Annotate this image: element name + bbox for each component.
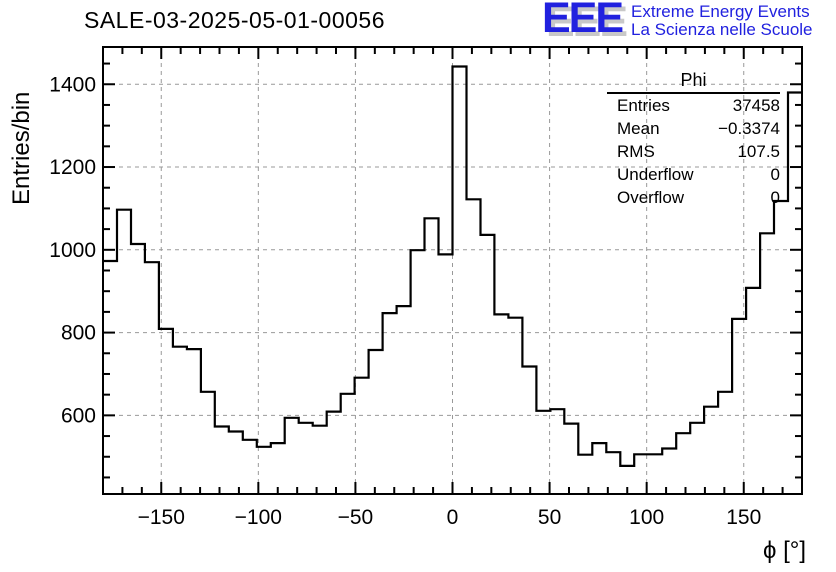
eee-logo-line1: Extreme Energy Events <box>631 2 810 21</box>
stats-value: 0 <box>770 165 780 184</box>
x-tick-label: −150 <box>138 506 185 529</box>
stats-value: 107.5 <box>737 142 780 161</box>
stats-divider <box>607 92 780 94</box>
stats-row-underflow: Underflow 0 <box>607 163 780 186</box>
eee-logo-acronym: EEE <box>542 0 624 42</box>
y-tick-label: 600 <box>61 404 96 427</box>
y-tick-label: 800 <box>61 322 96 345</box>
y-tick-label: 1200 <box>49 156 96 179</box>
x-tick-label: −50 <box>338 506 374 529</box>
stats-row-entries: Entries 37458 <box>607 94 780 117</box>
stats-label: Entries <box>617 96 670 115</box>
eee-logo: EEE Extreme Energy Events La Scienza nel… <box>542 0 813 42</box>
y-axis-title: Entries/bin <box>8 91 35 205</box>
plot-title: SALE-03-2025-05-01-00056 <box>84 7 385 33</box>
stats-value: 0 <box>770 188 780 207</box>
stats-row-overflow: Overflow 0 <box>607 186 780 209</box>
stats-label: Overflow <box>617 188 685 207</box>
x-axis-title: ϕ [°] <box>762 537 806 564</box>
x-tick-label: 150 <box>726 506 761 529</box>
stats-label: RMS <box>617 142 655 161</box>
y-tick-label: 1400 <box>49 73 96 96</box>
stats-value: −0.3374 <box>718 119 780 138</box>
eee-logo-text: Extreme Energy Events La Scienza nelle S… <box>631 1 812 39</box>
stats-box: Phi Entries 37458 Mean −0.3374 RMS 107.5… <box>607 70 780 209</box>
stats-row-mean: Mean −0.3374 <box>607 117 780 140</box>
stats-label: Underflow <box>617 165 694 184</box>
x-tick-label: 50 <box>538 506 561 529</box>
stats-label: Mean <box>617 119 660 138</box>
stats-value: 37458 <box>732 96 780 115</box>
x-tick-label: 100 <box>629 506 664 529</box>
stats-row-rms: RMS 107.5 <box>607 140 780 163</box>
stats-title: Phi <box>680 70 707 90</box>
x-tick-label: 0 <box>447 506 459 529</box>
y-tick-label: 1000 <box>49 239 96 262</box>
eee-logo-line2: La Scienza nelle Scuole <box>631 20 813 39</box>
x-tick-label: −100 <box>235 506 282 529</box>
histogram-line <box>103 65 802 467</box>
